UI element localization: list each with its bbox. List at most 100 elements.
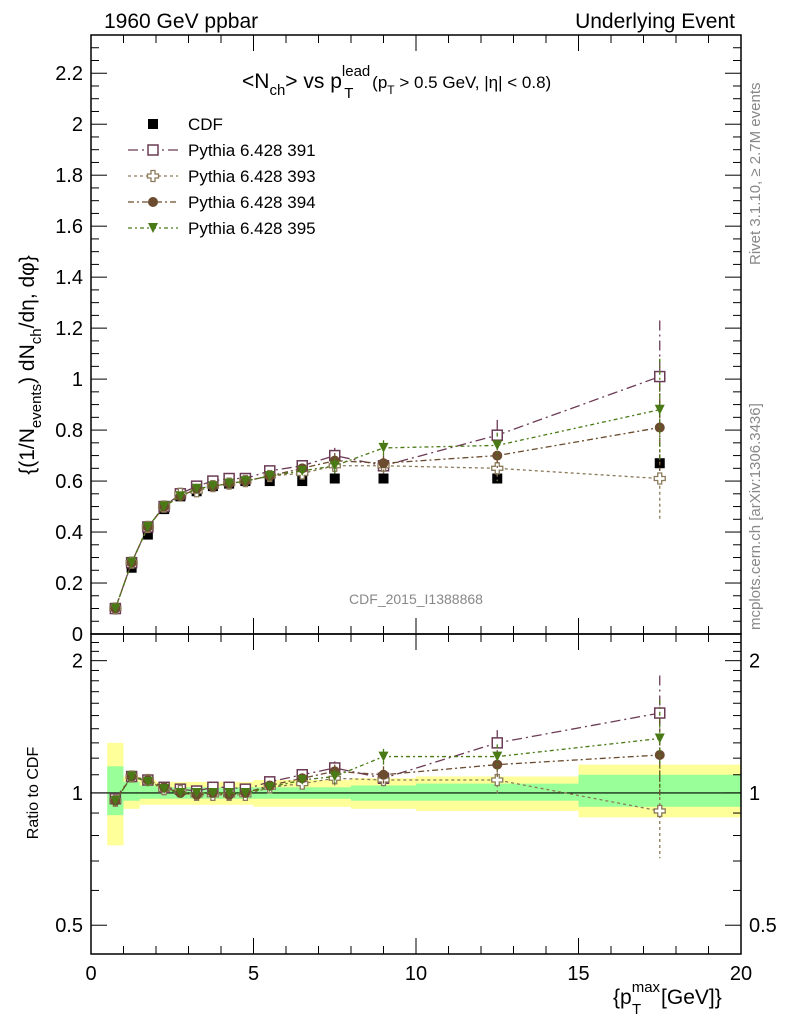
ratio-y-axis-label: Ratio to CDF [25, 747, 42, 840]
main-point-p393 [491, 462, 504, 475]
legend-marker-p391 [147, 144, 159, 156]
xlabel-open: {p [613, 986, 632, 1009]
title-ch-sub: ch [269, 82, 285, 99]
y-tick-label: 0 [72, 624, 83, 646]
x-tick-label: 0 [85, 963, 96, 985]
title-T-sub: T [344, 85, 353, 102]
xlabel-end: [GeV]} [655, 986, 722, 1009]
legend-label-p391: Pythia 6.428 391 [188, 141, 316, 160]
title-main: <N [242, 70, 269, 93]
y-axis-label: {(1/Nevents) dNch/dη, dφ} [16, 255, 45, 475]
main-point-p395 [159, 501, 170, 512]
main-point-cdf [378, 473, 389, 484]
ratio-point-p395 [175, 787, 186, 798]
main-point-p395 [191, 483, 202, 494]
ratio-point-p395 [297, 775, 308, 786]
ratio-point-p393 [653, 804, 666, 818]
analysis-watermark: CDF_2015_I1388868 [349, 591, 483, 607]
ratio-point-p395 [207, 787, 218, 798]
rivet-side-text: Rivet 3.1.10, ≥ 2.7M events [747, 83, 764, 266]
header-left: 1960 GeV ppbar [104, 10, 258, 33]
main-series-p394 [110, 384, 665, 614]
ratio-point-p395 [191, 787, 202, 798]
ylabel-end: /dη, dφ} [16, 255, 39, 328]
y-tick-label: 2.2 [55, 63, 83, 85]
ratio-band-inner-2 [139, 785, 156, 799]
ratio-y-tick-label: 0.5 [55, 915, 83, 937]
main-point-p395 [110, 603, 121, 614]
legend-marker-p395 [148, 223, 158, 233]
y-tick-label: 0.6 [55, 471, 83, 493]
ratio-point-p395 [110, 795, 121, 806]
ylabel-ch: ch [28, 328, 45, 344]
main-point-p395 [142, 521, 153, 532]
ratio-point-p395 [126, 771, 137, 782]
header-right: Underlying Event [575, 10, 735, 33]
main-point-p395 [378, 442, 389, 453]
ratio-point-p395 [378, 751, 389, 762]
main-point-p395 [492, 440, 503, 451]
title-cut-T: T [387, 83, 395, 97]
main-point-p394 [378, 458, 389, 469]
ratio-point-p395 [240, 787, 251, 798]
legend-label-p393: Pythia 6.428 393 [188, 167, 316, 186]
y-tick-label: 1.4 [55, 267, 83, 289]
legend-marker-cdf [148, 119, 158, 129]
main-line-p394 [114, 426, 660, 609]
main-point-p395 [240, 476, 251, 487]
x-axis-label: {pmax T [GeV]} [613, 979, 722, 1018]
y-tick-label: 0.2 [55, 573, 83, 595]
main-series-p395 [110, 358, 665, 614]
x-tick-label: 10 [405, 963, 427, 985]
xlabel-sup: max [632, 979, 661, 996]
ratio-point-p393 [491, 773, 504, 787]
ratio-point-p395 [654, 733, 665, 744]
xlabel-sub: T [632, 1001, 641, 1018]
ylabel-mid: ) dN [16, 344, 39, 384]
y-tick-label: 0.4 [55, 522, 83, 544]
main-panel [90, 34, 742, 635]
legend-label-p395: Pythia 6.428 395 [188, 219, 316, 238]
main-point-cdf [329, 473, 340, 484]
main-point-p395 [264, 470, 275, 481]
ratio-point-p395 [264, 782, 275, 793]
ratio-y-tick-label-right: 2 [749, 651, 760, 673]
plot-title: <Nch> vs plead T (pT > 0.5 GeV, |η| < 0.8… [242, 63, 551, 102]
ratio-y-tick-label: 2 [72, 651, 83, 673]
title-cut-rest: > 0.5 GeV, |η| < 0.8) [395, 73, 552, 92]
legend-label-p394: Pythia 6.428 394 [188, 193, 316, 212]
main-point-p393 [653, 472, 666, 485]
y-tick-label: 1 [72, 369, 83, 391]
main-point-p395 [175, 491, 186, 502]
main-point-cdf [142, 529, 153, 540]
ratio-point-p395 [492, 751, 503, 762]
y-tick-label: 0.8 [55, 420, 83, 442]
main-point-p394 [492, 450, 503, 461]
ylabel-main: {(1/N [16, 428, 39, 475]
ratio-y-tick-label-right: 1 [749, 783, 760, 805]
title-lead-sup: lead [342, 63, 370, 80]
legend-marker-p393 [146, 169, 160, 183]
title-cut-open: (p [367, 73, 387, 92]
main-line-p395 [114, 409, 660, 609]
main-point-p395 [329, 460, 340, 471]
x-tick-label: 20 [730, 963, 752, 985]
ratio-line-p395 [114, 737, 660, 802]
y-tick-label: 1.8 [55, 165, 83, 187]
ratio-point-p394 [378, 769, 389, 780]
main-point-p395 [224, 478, 235, 489]
main-point-p395 [297, 465, 308, 476]
legend: CDF Pythia 6.428 391 Pythia 6.428 393 Pythi… [128, 115, 316, 238]
ylabel-events: events [28, 384, 45, 428]
main-point-p395 [126, 557, 137, 568]
y-tick-label: 1.6 [55, 216, 83, 238]
ratio-point-p395 [329, 771, 340, 782]
ratio-point-p395 [159, 784, 170, 795]
ratio-series-p395 [110, 699, 665, 806]
x-tick-label: 15 [567, 963, 589, 985]
ratio-panel [90, 633, 742, 955]
main-point-p395 [654, 404, 665, 415]
x-tick-label: 5 [248, 963, 259, 985]
mcplots-side-text: mcplots.cern.ch [arXiv:1306.3436] [747, 403, 764, 630]
